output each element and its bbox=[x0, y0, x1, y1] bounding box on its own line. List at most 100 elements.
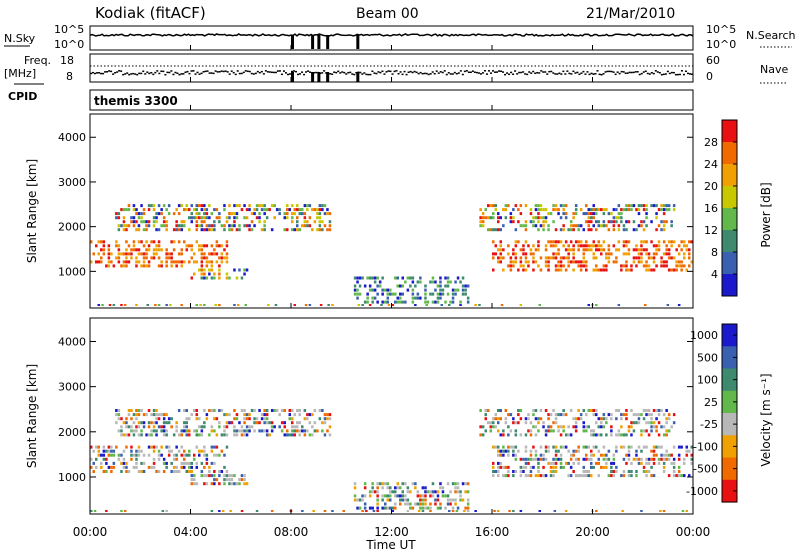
range-cell bbox=[529, 429, 533, 433]
range-cell bbox=[630, 268, 633, 272]
range-cell bbox=[225, 413, 229, 417]
range-cell bbox=[429, 506, 432, 510]
freq-point bbox=[284, 72, 287, 74]
range-cell bbox=[244, 304, 248, 306]
range-cell bbox=[677, 453, 681, 457]
range-cell bbox=[640, 413, 643, 417]
range-cell bbox=[574, 425, 578, 429]
range-cell bbox=[220, 260, 224, 264]
range-cell bbox=[308, 304, 312, 306]
freq-point bbox=[485, 73, 488, 75]
range-cell bbox=[117, 224, 121, 228]
range-cell bbox=[637, 208, 641, 212]
range-cell bbox=[439, 506, 442, 510]
range-cell bbox=[431, 276, 435, 280]
range-cell bbox=[569, 409, 573, 412]
range-cell bbox=[647, 470, 651, 473]
range-cell bbox=[193, 457, 196, 461]
range-cell bbox=[612, 224, 616, 228]
range-cell bbox=[203, 304, 206, 306]
range-cell bbox=[278, 413, 281, 417]
range-cell bbox=[554, 465, 558, 469]
range-cell bbox=[622, 244, 626, 248]
range-cell bbox=[180, 260, 184, 264]
range-cell bbox=[492, 425, 495, 429]
range-cell bbox=[218, 212, 221, 216]
range-cell bbox=[107, 244, 111, 248]
range-cell bbox=[162, 461, 166, 465]
freq-point bbox=[552, 72, 555, 74]
range-cell bbox=[286, 433, 289, 437]
range-cell bbox=[564, 268, 568, 272]
range-cell bbox=[667, 240, 671, 244]
range-cell bbox=[627, 453, 631, 457]
range-cell bbox=[130, 248, 133, 252]
range-cell bbox=[625, 204, 628, 208]
range-cell bbox=[637, 445, 641, 449]
range-cell bbox=[466, 490, 470, 494]
range-cell bbox=[559, 260, 563, 264]
range-cell bbox=[524, 417, 528, 421]
range-cell bbox=[572, 244, 575, 248]
range-cell bbox=[592, 224, 596, 228]
range-cell bbox=[97, 304, 101, 306]
range-cell bbox=[454, 280, 457, 284]
y-tick-label: 2000 bbox=[58, 426, 86, 439]
range-cell bbox=[660, 228, 663, 232]
range-cell bbox=[642, 264, 646, 268]
range-cell bbox=[205, 208, 209, 212]
range-cell bbox=[205, 264, 209, 268]
range-cell bbox=[652, 425, 656, 429]
range-cell bbox=[125, 228, 128, 232]
range-cell bbox=[577, 474, 580, 478]
range-cell bbox=[602, 453, 606, 457]
range-cell bbox=[243, 482, 246, 486]
range-cell bbox=[195, 240, 199, 244]
range-cell bbox=[218, 216, 221, 220]
range-cell bbox=[665, 260, 668, 264]
freq-point bbox=[600, 73, 603, 76]
range-cell bbox=[454, 502, 457, 506]
freq-point bbox=[425, 72, 428, 75]
range-cell bbox=[306, 208, 309, 212]
range-cell bbox=[685, 244, 689, 248]
range-cell bbox=[223, 208, 226, 212]
range-cell bbox=[157, 244, 161, 248]
range-cell bbox=[494, 208, 498, 212]
range-cell bbox=[381, 486, 384, 490]
range-cell bbox=[557, 260, 560, 264]
range-cell bbox=[122, 208, 126, 212]
range-cell bbox=[140, 429, 143, 433]
range-cell bbox=[387, 304, 391, 306]
range-cell bbox=[574, 421, 578, 425]
freq-point bbox=[172, 73, 175, 76]
freq-point bbox=[429, 73, 432, 75]
freq-gap-3 bbox=[326, 72, 330, 82]
range-cell bbox=[165, 228, 168, 232]
range-cell bbox=[637, 461, 641, 465]
colorbar-tick-label: -25 bbox=[700, 418, 718, 431]
range-cell bbox=[162, 224, 166, 228]
range-cell bbox=[524, 240, 528, 244]
range-cell bbox=[120, 461, 123, 465]
range-cell bbox=[446, 284, 450, 288]
range-cell bbox=[635, 421, 638, 425]
range-cell bbox=[685, 268, 689, 272]
x-tick-label: 16:00 bbox=[475, 525, 510, 539]
range-cell bbox=[574, 417, 578, 421]
range-cell bbox=[512, 208, 515, 212]
range-cell bbox=[240, 409, 244, 412]
range-cell bbox=[494, 204, 498, 208]
range-cell bbox=[386, 494, 390, 498]
range-cell bbox=[130, 429, 133, 433]
range-cell bbox=[177, 228, 181, 232]
range-cell bbox=[625, 244, 628, 248]
range-cell bbox=[534, 425, 538, 429]
power-colorbar-label: Power [dB] bbox=[759, 182, 773, 247]
range-cell bbox=[155, 244, 158, 248]
range-cell bbox=[532, 413, 535, 417]
range-cell bbox=[625, 208, 628, 212]
range-cell bbox=[512, 445, 515, 449]
range-cell bbox=[381, 300, 384, 304]
range-cell bbox=[615, 220, 618, 224]
